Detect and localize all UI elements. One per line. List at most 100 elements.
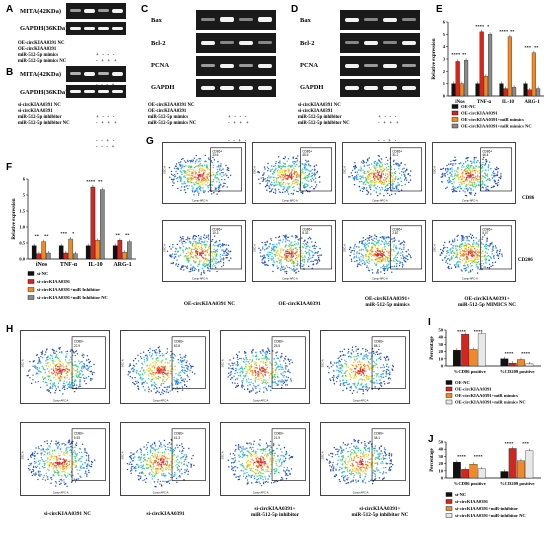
event-dot — [87, 358, 90, 361]
event-dot — [154, 366, 156, 369]
event-dot — [70, 361, 72, 363]
event-dot — [184, 356, 186, 358]
event-dot — [474, 177, 476, 179]
event-dot — [150, 390, 153, 392]
event-dot — [75, 387, 78, 389]
event-dot — [159, 361, 161, 363]
event-dot — [188, 363, 191, 365]
event-dot — [376, 180, 378, 183]
event-dot — [283, 360, 285, 362]
event-dot — [393, 250, 395, 252]
gate-label: CD86+ — [174, 340, 184, 344]
event-dot — [137, 381, 140, 384]
event-dot — [301, 257, 304, 259]
event-dot — [49, 387, 51, 389]
event-dot — [159, 350, 162, 353]
event-dot — [382, 170, 384, 172]
event-dot — [224, 254, 226, 256]
event-dot — [370, 247, 373, 249]
event-dot — [273, 358, 275, 360]
event-dot — [181, 265, 183, 267]
y-tick-label: 5 — [443, 32, 446, 37]
event-dot — [368, 239, 370, 242]
event-dot — [200, 244, 202, 246]
event-dot — [398, 172, 401, 175]
event-dot — [188, 240, 191, 243]
event-dot — [495, 174, 498, 176]
event-dot — [379, 175, 382, 177]
event-dot — [275, 352, 277, 354]
event-dot — [197, 189, 199, 191]
event-dot — [477, 250, 480, 252]
bar — [63, 252, 69, 260]
event-dot — [366, 265, 368, 267]
y-tick-label: 6 — [443, 20, 446, 25]
event-dot — [484, 247, 486, 249]
event-dot — [383, 194, 385, 197]
event-dot — [235, 386, 237, 389]
event-dot — [180, 266, 183, 268]
event-dot — [89, 370, 91, 373]
event-dot — [129, 364, 131, 367]
event-dot — [237, 358, 239, 361]
event-dot — [241, 380, 243, 382]
event-dot — [55, 354, 58, 356]
event-dot — [392, 238, 394, 240]
event-dot — [455, 254, 458, 256]
event-dot — [209, 185, 211, 187]
gate — [171, 336, 206, 389]
event-dot — [385, 172, 387, 174]
event-dot — [459, 187, 462, 190]
event-dot — [309, 187, 311, 189]
event-dot — [366, 176, 368, 178]
bar — [451, 83, 456, 97]
event-dot — [384, 174, 387, 176]
event-dot — [163, 371, 165, 374]
event-dot — [182, 236, 184, 238]
event-dot — [153, 382, 155, 384]
event-dot — [149, 348, 151, 350]
event-dot — [393, 265, 396, 267]
event-dot — [275, 161, 277, 163]
legend-label: si-NC — [455, 492, 466, 497]
event-dot — [51, 387, 53, 389]
event-dot — [316, 262, 319, 264]
event-dot — [142, 370, 145, 372]
event-dot — [186, 380, 188, 382]
event-dot — [198, 158, 200, 160]
event-dot — [302, 258, 304, 261]
event-dot — [283, 236, 286, 238]
event-dot — [240, 367, 243, 369]
event-dot — [60, 378, 62, 380]
event-dot — [371, 269, 373, 271]
event-dot — [150, 355, 153, 358]
event-dot — [295, 237, 297, 239]
event-dot — [291, 249, 293, 251]
event-dot — [228, 259, 230, 262]
event-dot — [172, 262, 174, 264]
event-dot — [270, 181, 273, 184]
event-dot — [492, 256, 495, 258]
event-dot — [390, 166, 393, 168]
event-dot — [297, 242, 299, 244]
event-dot — [383, 267, 386, 270]
legend-swatch — [451, 104, 459, 109]
event-dot — [259, 372, 261, 374]
event-dot — [472, 174, 474, 177]
event-dot — [267, 180, 269, 182]
event-dot — [368, 174, 370, 177]
event-dot — [54, 365, 57, 368]
event-dot — [137, 388, 140, 390]
event-dot — [300, 255, 303, 258]
event-dot — [374, 174, 376, 177]
event-dot — [274, 164, 276, 167]
bar — [508, 362, 517, 367]
event-dot — [465, 269, 467, 271]
event-dot — [176, 383, 179, 385]
event-dot — [175, 263, 178, 265]
event-dot — [267, 348, 270, 351]
event-dot — [368, 260, 371, 262]
event-dot — [450, 251, 452, 253]
event-dot — [188, 259, 190, 262]
event-dot — [189, 179, 192, 181]
